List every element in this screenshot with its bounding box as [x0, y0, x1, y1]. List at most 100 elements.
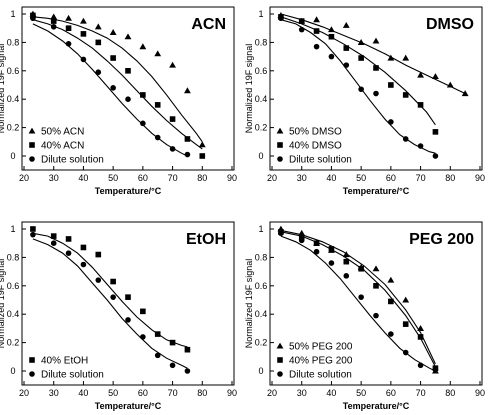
- data-point: [432, 366, 439, 373]
- legend-label: 40% ACN: [41, 141, 84, 152]
- series-2: [30, 231, 191, 374]
- data-point: [30, 12, 36, 19]
- data-point: [65, 25, 72, 31]
- y-tick-label: 0: [258, 151, 263, 161]
- y-axis-label: Normalized 19F signal: [244, 44, 254, 134]
- y-axis-label: Normalized 19F signal: [0, 44, 6, 134]
- data-point: [125, 68, 131, 74]
- fit-curve: [280, 231, 436, 367]
- data-point: [80, 17, 87, 24]
- legend-label: 40% DMSO: [289, 141, 342, 152]
- panel-title: EtOH: [186, 231, 226, 248]
- x-tick-label: 70: [416, 388, 426, 398]
- x-tick-label: 30: [49, 388, 59, 398]
- data-point: [357, 39, 365, 45]
- legend-entry-2: Dilute solution: [29, 370, 104, 381]
- x-tick-label: 40: [326, 173, 336, 183]
- panel-title: ACN: [191, 16, 226, 33]
- data-point: [313, 43, 320, 50]
- y-tick-label: 1: [10, 9, 15, 19]
- data-point: [80, 261, 87, 268]
- data-point: [373, 312, 379, 319]
- data-point: [65, 41, 72, 47]
- y-tick-label: 0.8: [7, 252, 20, 262]
- data-point: [387, 54, 395, 61]
- chart-panel-3: 20 30 40 50 60 70 80 90 0 0.2 0.4 0.6 0.8 1 Temperatur…: [0, 221, 237, 411]
- data-point: [109, 29, 117, 36]
- y-tick-label: 0.2: [7, 338, 20, 348]
- data-point: [169, 362, 176, 369]
- data-point: [30, 231, 36, 238]
- data-point: [402, 296, 410, 303]
- legend-marker: [276, 342, 284, 349]
- plot-frame: [269, 6, 483, 171]
- y-tick-label: 0: [258, 366, 263, 376]
- y-tick-label: 0.6: [255, 281, 268, 291]
- data-point: [110, 55, 116, 61]
- data-point: [313, 248, 320, 255]
- x-tick-label: 40: [326, 388, 336, 398]
- fit-curve: [32, 23, 188, 157]
- data-point: [169, 116, 176, 122]
- legend-label: 50% DMSO: [289, 127, 342, 138]
- legend-entry-1: 50% ACN: [28, 127, 84, 138]
- x-axis-label: Temperature/°C: [95, 186, 162, 196]
- fit-curve: [280, 235, 436, 372]
- legend-entry-3: Dilute solution: [277, 370, 352, 381]
- data-point: [125, 294, 131, 300]
- legend-marker: [277, 357, 283, 363]
- x-tick-label: 80: [445, 173, 455, 183]
- x-tick-label: 90: [475, 173, 485, 183]
- legend-marker: [277, 371, 283, 377]
- data-point: [278, 15, 284, 22]
- x-axis-label: Temperature/°C: [95, 401, 162, 411]
- x-tick-label: 50: [356, 173, 366, 183]
- data-point: [446, 81, 454, 88]
- data-point: [328, 26, 335, 33]
- data-point: [110, 85, 116, 91]
- data-point: [298, 237, 305, 244]
- data-point: [432, 153, 439, 159]
- legend-entry-1: 50% PEG 200: [276, 342, 353, 353]
- y-tick-label: 0.4: [255, 309, 268, 319]
- data-point: [65, 236, 72, 242]
- panel-title: PEG 200: [409, 231, 474, 248]
- x-tick-label: 90: [227, 388, 237, 398]
- x-tick-label: 40: [78, 173, 88, 183]
- data-point: [402, 321, 409, 327]
- data-point: [184, 151, 191, 158]
- data-point: [373, 90, 379, 97]
- x-tick-label: 60: [386, 173, 396, 183]
- x-tick-label: 50: [108, 388, 118, 398]
- legend-marker: [28, 127, 36, 134]
- data-point: [402, 349, 409, 356]
- data-point: [169, 61, 176, 68]
- legend-label: 40% EtOH: [41, 356, 88, 367]
- chart-panel-2: 20 30 40 50 60 70 80 90 0 0.2 0.4 0.6 0.8 1 Temperatur…: [244, 6, 485, 196]
- data-point: [343, 258, 350, 265]
- data-point: [388, 331, 394, 337]
- series-2: [30, 12, 206, 159]
- data-point: [313, 28, 320, 34]
- y-tick-label: 0.8: [7, 37, 20, 47]
- data-point: [388, 119, 394, 125]
- x-tick-label: 90: [227, 173, 237, 183]
- x-tick-label: 50: [356, 388, 366, 398]
- x-tick-label: 60: [386, 388, 396, 398]
- data-point: [298, 229, 306, 236]
- data-point: [388, 298, 394, 305]
- data-point: [328, 33, 335, 40]
- data-point: [417, 143, 424, 149]
- y-tick-label: 0.6: [7, 281, 20, 291]
- x-tick-label: 20: [267, 388, 277, 398]
- fit-curve: [280, 13, 466, 94]
- data-point: [298, 26, 305, 33]
- legend-label: Dilute solution: [41, 155, 104, 166]
- data-point: [373, 65, 379, 71]
- plot-frame: [269, 221, 483, 386]
- x-tick-label: 50: [108, 173, 118, 183]
- data-point: [50, 23, 57, 30]
- data-point: [125, 96, 131, 102]
- fit-curve: [280, 16, 436, 126]
- data-point: [328, 260, 335, 266]
